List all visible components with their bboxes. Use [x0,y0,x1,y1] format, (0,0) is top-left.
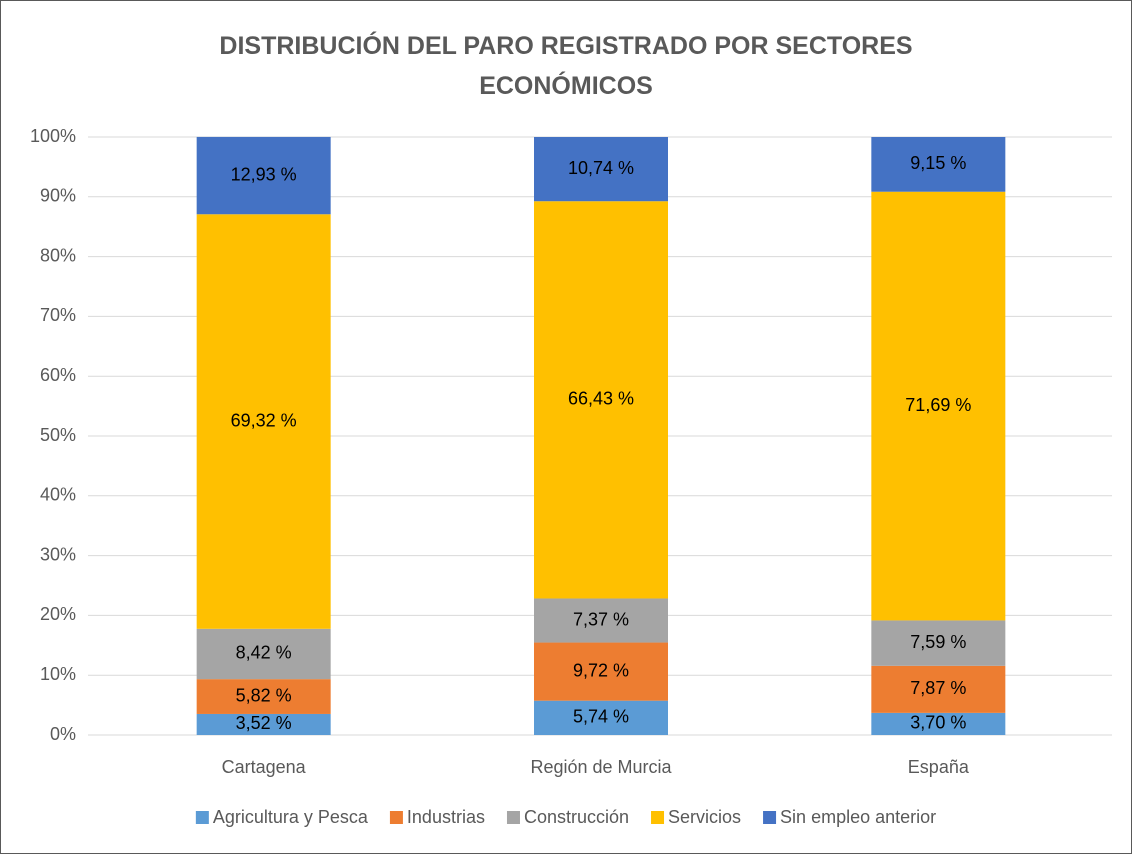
y-tick-label: 60% [40,365,76,385]
legend-label: Servicios [668,807,741,827]
data-label: 9,15 % [910,153,966,173]
data-label: 7,87 % [910,678,966,698]
bar-segment [196,713,331,735]
bar-segment [196,628,331,680]
data-label: 8,42 % [236,643,292,663]
legend-label: Sin empleo anterior [780,807,936,827]
data-label: 69,32 % [231,410,297,430]
y-tick-label: 10% [40,664,76,684]
legend-swatch [389,811,403,824]
bar-segment [871,665,1006,713]
data-label: 5,82 % [236,685,292,705]
bar-segment [871,191,1006,621]
y-tick-label: 20% [40,604,76,624]
bar-segment [871,137,1006,192]
data-label: 3,52 % [236,713,292,733]
data-label: 10,74 % [568,158,634,178]
bar-segment [534,642,668,701]
y-tick-label: 80% [40,245,76,265]
bar-segment [196,679,331,714]
bar-segment [196,214,331,629]
data-label: 5,74 % [573,707,629,727]
legend-label: Industrias [407,807,485,827]
x-tick-label: Región de Murcia [530,757,672,777]
legend-swatch [195,811,209,824]
legend-label: Agricultura y Pesca [213,807,369,827]
bar-segment [534,137,668,202]
x-tick-label: Cartagena [222,757,307,777]
y-tick-label: 0% [50,724,76,744]
data-label: 7,37 % [573,609,629,629]
data-label: 7,59 % [910,632,966,652]
data-label: 3,70 % [910,713,966,733]
bar-segment [534,598,668,643]
bar-segment [196,136,331,215]
y-tick-label: 40% [40,485,76,505]
y-tick-label: 100% [30,126,76,146]
data-label: 9,72 % [573,660,629,680]
y-tick-label: 30% [40,544,76,564]
legend-swatch [506,811,520,824]
bar-segment [534,700,668,735]
chart-title: DISTRIBUCIÓN DEL PARO REGISTRADO POR SEC… [219,32,913,100]
legend-swatch [763,811,777,824]
data-label: 12,93 % [231,164,297,184]
bar-segment [871,620,1006,666]
y-tick-label: 70% [40,305,76,325]
data-label: 66,43 % [568,389,634,409]
x-tick-label: España [908,757,970,777]
legend-label: Construcción [524,807,629,827]
data-label: 71,69 % [905,395,971,415]
bar-segment [534,201,668,599]
legend-swatch [651,811,665,824]
bar-segment [871,712,1006,735]
y-tick-label: 50% [40,425,76,445]
y-tick-label: 90% [40,186,76,206]
